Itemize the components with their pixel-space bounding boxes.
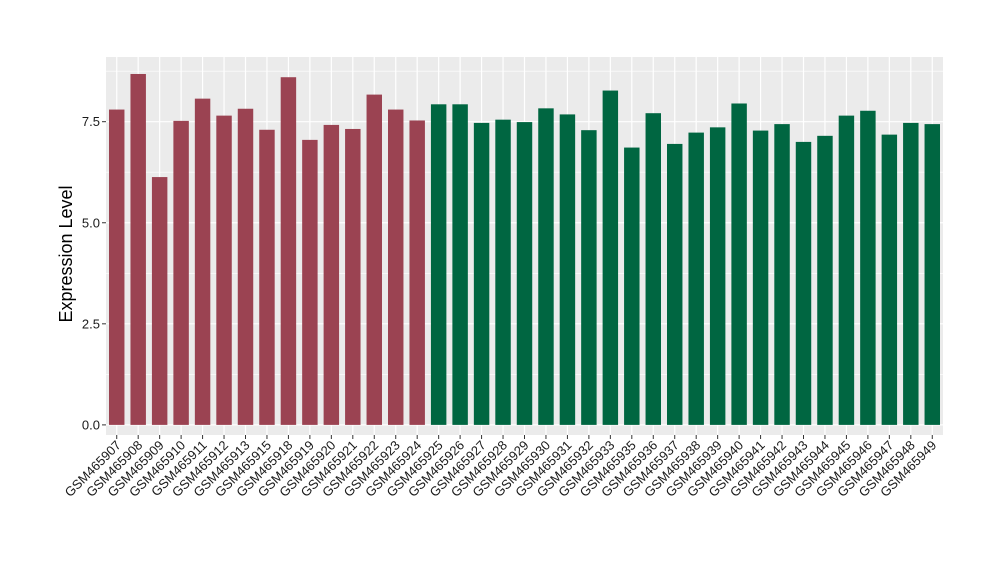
bar-GSM465926 [452,104,468,425]
y-axis: 0.0 2.5 5.0 7.5 [82,114,106,432]
y-tick-label: 7.5 [82,114,100,129]
bar-GSM465922 [366,94,382,425]
bar-GSM465911 [194,98,211,425]
bar-GSM465925 [430,104,447,425]
y-tick-label: 2.5 [82,316,100,331]
y-axis-title: Expression Level [56,185,76,322]
bar-GSM465919 [302,139,318,425]
bar-GSM465935 [624,147,640,425]
bar-GSM465943 [795,141,812,425]
bars [109,73,940,425]
bar-GSM465907 [109,109,125,425]
bar-GSM465936 [645,113,661,425]
bar-GSM465928 [495,119,511,425]
bar-GSM465923 [388,109,404,425]
bar-GSM465912 [216,115,232,425]
bar-GSM465908 [130,73,146,425]
y-tick-label: 0.0 [82,417,100,432]
bar-GSM465938 [688,132,704,425]
bar-GSM465945 [838,115,855,425]
bar-GSM465939 [709,127,726,425]
bar-GSM465947 [881,134,898,425]
bar-GSM465940 [731,103,747,425]
bar-GSM465909 [151,177,168,425]
bar-GSM465927 [473,122,490,425]
bar-GSM465931 [559,114,576,425]
bar-GSM465946 [860,110,876,425]
bar-GSM465920 [323,124,340,425]
bar-GSM465942 [774,124,790,425]
bar-GSM465944 [817,135,833,425]
bar-GSM465929 [516,122,533,425]
bar-GSM465930 [538,108,554,425]
bar-GSM465941 [752,130,769,425]
bar-GSM465918 [280,77,297,425]
bar-GSM465937 [667,143,683,425]
bar-GSM465910 [173,120,189,425]
bar-GSM465933 [602,90,619,425]
bar-GSM465913 [237,108,254,425]
y-tick-label: 5.0 [82,215,100,230]
bar-GSM465924 [409,120,425,425]
bar-GSM465949 [924,124,940,425]
bar-GSM465921 [345,128,361,425]
bar-GSM465948 [903,122,919,425]
x-axis: GSM465907GSM465908GSM465909GSM465910GSM4… [62,435,939,500]
bar-GSM465932 [581,130,597,425]
bar-GSM465915 [259,129,275,425]
